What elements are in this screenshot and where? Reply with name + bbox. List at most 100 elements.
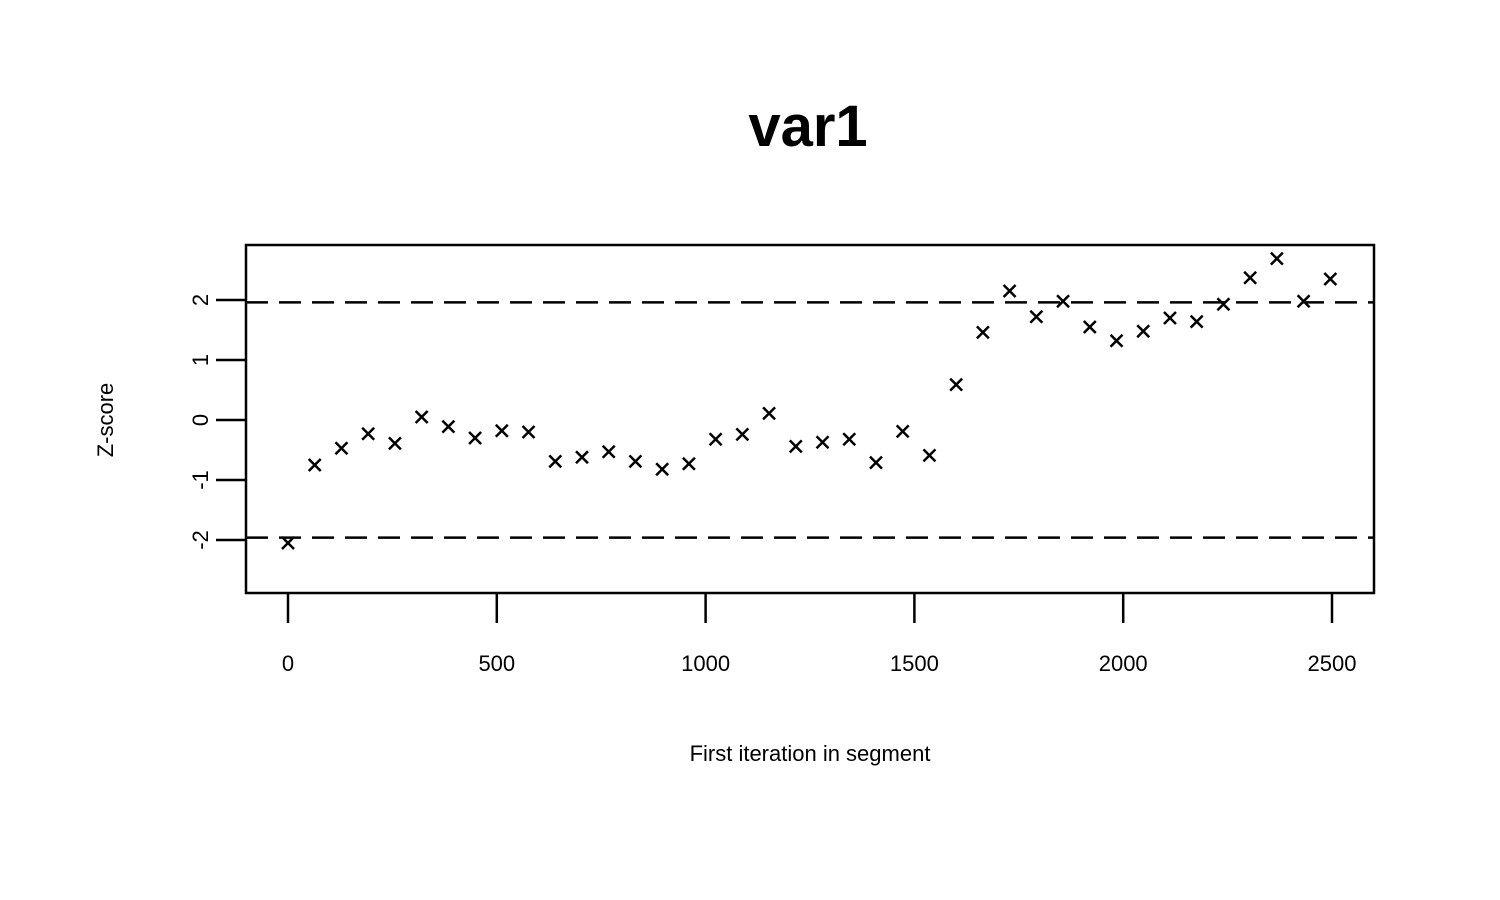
data-point-stroke <box>708 432 723 447</box>
data-point <box>1056 294 1070 309</box>
data-point-stroke <box>922 448 937 463</box>
x-tick-label: 1500 <box>890 651 939 676</box>
data-point <box>842 432 857 447</box>
data-point-stroke <box>1109 333 1124 348</box>
data-point-stroke <box>1002 284 1017 298</box>
data-point-stroke <box>334 441 349 456</box>
x-tick-label: 2000 <box>1099 651 1148 676</box>
x-axis: 0 500 1000 1500 2000 2500 <box>282 593 1357 676</box>
data-point <box>1029 309 1044 324</box>
data-point <box>788 439 803 454</box>
data-point <box>414 410 429 424</box>
x-tick-label: 1000 <box>681 651 730 676</box>
data-point <box>1082 320 1097 334</box>
plot-frame <box>244 243 1376 595</box>
data-point <box>575 450 589 465</box>
data-point-stroke <box>842 432 857 447</box>
data-point <box>1002 284 1017 298</box>
chart-title: var1 <box>748 94 867 159</box>
data-point <box>815 435 830 450</box>
y-tick-label: 1 <box>188 354 213 366</box>
data-point <box>1269 251 1284 266</box>
data-points <box>281 251 1338 550</box>
data-point <box>1216 297 1231 312</box>
data-point-stroke <box>655 462 670 477</box>
y-tick-label: -2 <box>188 530 213 550</box>
data-point-stroke <box>1216 297 1231 312</box>
data-point <box>1243 270 1258 285</box>
data-point <box>601 444 616 459</box>
data-point-stroke <box>601 444 616 459</box>
data-point <box>468 431 482 445</box>
y-tick-label: 0 <box>188 414 213 426</box>
data-point <box>735 427 750 442</box>
data-point-stroke <box>361 426 376 441</box>
data-point <box>307 458 322 472</box>
x-tick-label: 0 <box>282 651 294 676</box>
data-point <box>895 424 910 439</box>
data-point <box>628 454 643 469</box>
x-tick-label: 2500 <box>1308 651 1357 676</box>
x-tick-label: 500 <box>478 651 515 676</box>
data-point-stroke <box>575 450 589 465</box>
data-point-stroke <box>815 435 830 450</box>
data-point <box>655 462 670 477</box>
data-point <box>334 441 349 456</box>
data-point-stroke <box>1136 324 1151 339</box>
data-point <box>976 325 990 340</box>
data-point <box>388 436 402 451</box>
y-tick-label: 2 <box>188 294 213 306</box>
data-point-stroke <box>628 454 643 469</box>
data-point <box>1323 272 1338 286</box>
data-point-stroke <box>1056 294 1070 309</box>
data-point-stroke <box>735 427 750 442</box>
data-point-stroke <box>762 406 776 421</box>
data-point-stroke <box>869 455 883 470</box>
data-point <box>762 406 776 421</box>
data-point-stroke <box>788 439 803 454</box>
data-point-stroke <box>1163 311 1177 325</box>
data-point <box>441 419 456 434</box>
data-point-stroke <box>548 454 563 469</box>
y-axis-label: Z-score <box>93 383 118 458</box>
data-point <box>521 425 536 439</box>
reference-lines <box>246 301 1374 539</box>
data-point <box>1163 311 1177 325</box>
data-point-stroke <box>441 419 456 434</box>
data-point <box>1296 294 1311 309</box>
data-point <box>708 432 723 447</box>
data-point-stroke <box>949 377 964 392</box>
data-point <box>922 448 937 463</box>
data-point-stroke <box>895 424 910 439</box>
data-point <box>281 536 295 550</box>
data-point <box>682 456 696 471</box>
y-axis: -2 -1 0 1 2 <box>188 294 246 550</box>
x-axis-label: First iteration in segment <box>690 741 931 766</box>
data-point <box>1189 314 1204 329</box>
data-point-stroke <box>388 436 402 451</box>
data-point-stroke <box>1189 314 1204 329</box>
data-point-stroke <box>1243 270 1258 285</box>
data-point <box>1136 324 1151 339</box>
data-point-stroke <box>1296 294 1311 309</box>
data-point-stroke <box>976 325 990 340</box>
data-point <box>1109 333 1124 348</box>
data-point <box>361 426 376 441</box>
data-point-stroke <box>1082 320 1097 334</box>
data-point-stroke <box>1269 251 1284 266</box>
data-point-stroke <box>1029 309 1044 324</box>
y-tick-label: -1 <box>188 470 213 490</box>
data-point-stroke <box>414 410 429 424</box>
data-point-stroke <box>494 423 509 438</box>
data-point <box>869 455 883 470</box>
data-point-stroke <box>281 536 295 550</box>
data-point-stroke <box>521 425 536 439</box>
data-point-stroke <box>1323 272 1338 286</box>
data-point <box>949 377 964 392</box>
data-point-stroke <box>468 431 482 445</box>
data-point <box>494 423 509 438</box>
data-point-stroke <box>307 458 322 472</box>
data-point <box>548 454 563 469</box>
data-point-stroke <box>682 456 696 471</box>
